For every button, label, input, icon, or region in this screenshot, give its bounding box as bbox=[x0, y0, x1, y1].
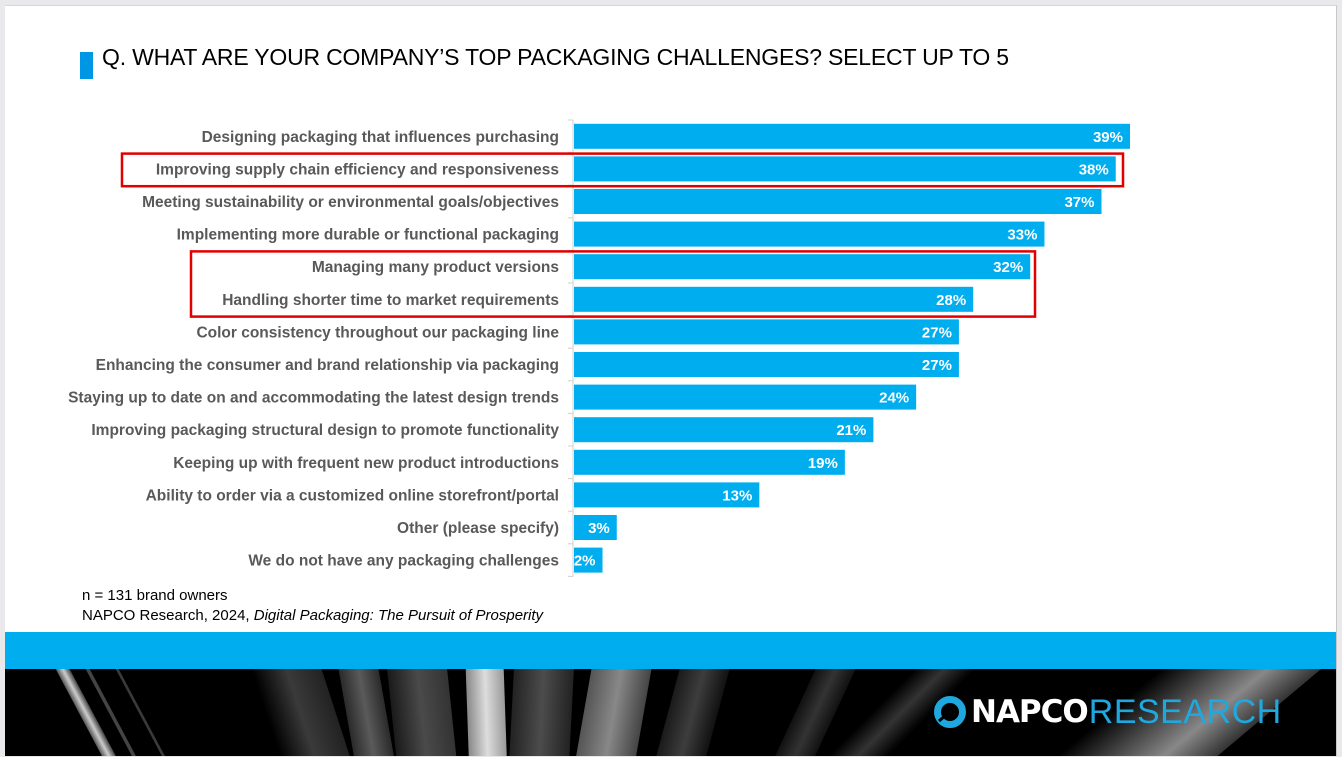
data-label: 13% bbox=[722, 487, 752, 504]
data-label: 39% bbox=[1093, 129, 1123, 146]
data-label: 2% bbox=[574, 553, 596, 570]
source-title: Digital Packaging: The Pursuit of Prospe… bbox=[253, 607, 544, 624]
data-label: 38% bbox=[1079, 161, 1109, 178]
bar bbox=[574, 352, 959, 377]
data-label: 33% bbox=[1007, 227, 1037, 244]
bar bbox=[574, 123, 1130, 149]
bar bbox=[574, 449, 845, 475]
bar bbox=[574, 384, 917, 410]
bar bbox=[574, 221, 1045, 247]
data-label: 3% bbox=[588, 520, 610, 537]
bar-chart: Designing packaging that influences purc… bbox=[68, 119, 1130, 577]
data-label: 27% bbox=[922, 357, 952, 374]
highlight-box bbox=[120, 152, 1125, 188]
footer-dark-band bbox=[5, 669, 1336, 756]
data-label: 32% bbox=[993, 259, 1023, 276]
bar bbox=[574, 286, 974, 312]
napco-research-logo: NAPCO RESEARCH bbox=[933, 692, 1282, 732]
source-prefix: NAPCO Research, 2024, bbox=[82, 607, 254, 624]
category-label: Staying up to date on and accommodating … bbox=[68, 390, 559, 407]
sample-size-note: n = 131 brand owners bbox=[82, 587, 228, 604]
source-note: NAPCO Research, 2024, Digital Packaging:… bbox=[82, 606, 543, 626]
category-label: Other (please specify) bbox=[397, 520, 559, 537]
title-accent-marker bbox=[80, 52, 93, 79]
bar bbox=[574, 515, 617, 540]
chart-notes: n = 131 brand owners NAPCO Research, 202… bbox=[82, 586, 543, 626]
category-label: Managing many product versions bbox=[312, 259, 559, 276]
category-label: Improving packaging structural design to… bbox=[91, 422, 559, 439]
logo-word-research: RESEARCH bbox=[1088, 692, 1282, 731]
category-label: Color consistency throughout our packagi… bbox=[196, 324, 559, 341]
category-label: Designing packaging that influences purc… bbox=[202, 129, 559, 146]
bar bbox=[574, 319, 959, 345]
category-label: Ability to order via a customized online… bbox=[146, 487, 559, 504]
category-label: Improving supply chain efficiency and re… bbox=[156, 161, 559, 178]
data-label: 27% bbox=[922, 324, 952, 341]
bar bbox=[574, 547, 603, 573]
category-label: We do not have any packaging challenges bbox=[248, 553, 559, 570]
data-label: 37% bbox=[1064, 194, 1094, 211]
category-label: Meeting sustainability or environmental … bbox=[142, 194, 559, 211]
bar bbox=[574, 254, 1031, 280]
page-title: Q. WHAT ARE YOUR COMPANY’S TOP PACKAGING… bbox=[102, 44, 1009, 70]
slide: Q. WHAT ARE YOUR COMPANY’S TOP PACKAGING… bbox=[5, 5, 1337, 756]
category-label: Keeping up with frequent new product int… bbox=[173, 455, 559, 472]
category-label: Handling shorter time to market requirem… bbox=[222, 292, 559, 309]
highlight-box bbox=[189, 250, 1037, 318]
bar bbox=[574, 189, 1102, 214]
data-label: 28% bbox=[936, 292, 966, 309]
bar bbox=[574, 156, 1116, 182]
bar bbox=[574, 482, 760, 508]
footer-blue-band bbox=[5, 632, 1336, 669]
napco-ring-logo-icon bbox=[934, 696, 966, 728]
logo-word-napco: NAPCO bbox=[971, 694, 1089, 730]
data-label: 24% bbox=[879, 390, 909, 407]
category-label: Enhancing the consumer and brand relatio… bbox=[96, 357, 559, 374]
category-label: Implementing more durable or functional … bbox=[177, 227, 559, 244]
data-label: 19% bbox=[808, 455, 838, 472]
data-label: 21% bbox=[836, 422, 866, 439]
bar bbox=[574, 417, 874, 443]
